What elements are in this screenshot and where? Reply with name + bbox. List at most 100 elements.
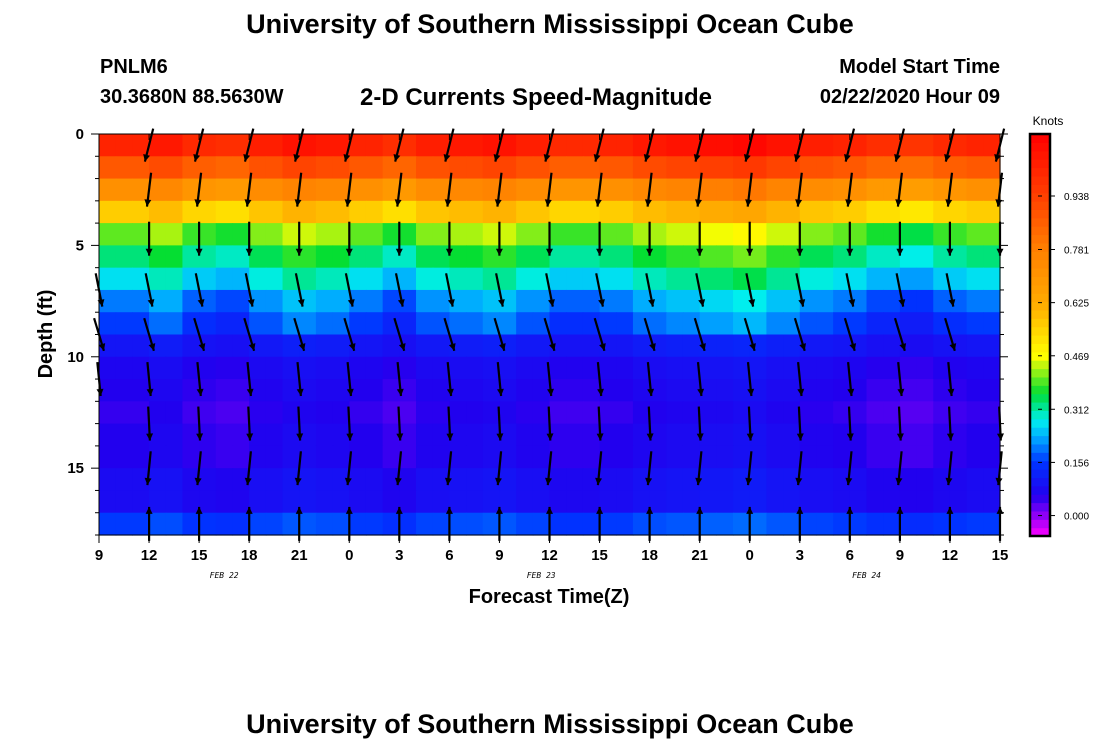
heatmap-cell [966,379,984,402]
heatmap-cell [282,223,300,246]
colorbar-cell [1030,293,1050,303]
heatmap-cell [549,200,567,224]
current-vector-head [648,299,655,307]
heatmap-cell [749,334,768,358]
heatmap-cell [416,401,434,425]
heatmap-cell [265,156,284,180]
heatmap-cell [482,134,501,157]
heatmap-cell [866,200,884,224]
heatmap-cell [516,379,534,402]
heatmap-cell [933,178,951,202]
heatmap-cell [165,267,184,291]
heatmap-cell [983,267,1001,291]
colorbar-cell [1030,427,1050,437]
heatmap-cell [365,512,384,536]
heatmap-cell [315,490,334,514]
heatmap-cell [666,445,684,469]
heatmap-cell [582,134,601,157]
heatmap-cell [466,423,484,447]
colorbar-cell [1030,134,1050,143]
heatmap-cell [783,379,801,402]
current-vector-head [446,433,454,441]
heatmap-cell [799,401,818,425]
heatmap-cell [833,200,851,224]
colorbar-cell [1030,452,1050,462]
colorbar-tick-label: 0.156 [1064,458,1089,469]
colorbar-cell [1030,418,1050,428]
heatmap-cell [649,512,667,536]
heatmap-cell [265,401,284,425]
heatmap-cell [182,379,200,402]
heatmap-cell [899,512,918,536]
heatmap-cell [616,356,634,380]
heatmap-cell [933,468,951,492]
heatmap-cell [399,490,417,514]
heatmap-cell [599,490,617,514]
heatmap-cell [733,200,751,224]
heatmap-cell [899,312,918,336]
heatmap-cell [682,423,701,447]
heatmap-cell [883,289,901,313]
heatmap-cell [649,490,667,514]
heatmap-cell [382,512,400,536]
heatmap-cell [549,223,567,246]
heatmap-cell [532,178,551,202]
current-vector-head [646,506,654,514]
current-vector-head [198,343,206,351]
heatmap-cell [733,134,751,157]
heatmap-cell [699,512,717,536]
heatmap-cell [349,156,367,180]
heatmap-cell [399,356,417,380]
heatmap-cell [115,178,133,202]
heatmap-cell [783,490,801,514]
heatmap-cell [783,178,801,202]
current-vector-head [796,433,804,441]
heatmap-cell [966,445,984,469]
heatmap-cell [682,490,701,514]
current-vector-head [543,154,551,162]
heatmap-cell [833,401,851,425]
current-vector-head [448,343,456,351]
heatmap-cell [616,423,634,447]
heatmap-cell [783,312,801,336]
heatmap-cell [899,200,918,224]
heatmap-cell [466,289,484,313]
heatmap-cell [883,468,901,492]
heatmap-cell [599,401,617,425]
heatmap-cell [749,134,768,157]
heatmap-cell [182,512,200,536]
station-id: PNLM6 [100,56,168,78]
heatmap-cell [349,490,367,514]
heatmap-cell [115,445,133,469]
heatmap-cell [699,490,717,514]
heatmap-cell [833,178,851,202]
heatmap-cell [699,423,717,447]
colorbar-cell [1030,469,1050,478]
heatmap-cell [649,468,667,492]
current-vector-head [696,506,704,514]
heatmap-cell [482,334,501,358]
colorbar-cell [1030,268,1050,277]
heatmap-cell [582,223,601,246]
current-vector-head [795,477,803,486]
heatmap-cell [265,312,284,336]
current-vector-head [248,343,256,351]
heatmap-cell [616,267,634,291]
heatmap-cell [165,379,184,402]
heatmap-cell [532,156,551,180]
model-start-label: Model Start Time [839,56,1000,78]
heatmap-cell [299,134,317,157]
heatmap-cell [149,223,167,246]
heatmap-cell [949,156,968,180]
heatmap-cell [699,468,717,492]
heatmap-cell [115,512,133,536]
heatmap-cell [549,468,567,492]
current-vector-head [348,343,356,351]
current-vector-head [499,343,506,351]
heatmap-cell [99,289,117,313]
heatmap-cell [766,512,784,536]
heatmap-cell [983,200,1001,224]
heatmap-cell [299,312,317,336]
heatmap-cell [365,156,384,180]
current-vector-head [847,388,855,396]
